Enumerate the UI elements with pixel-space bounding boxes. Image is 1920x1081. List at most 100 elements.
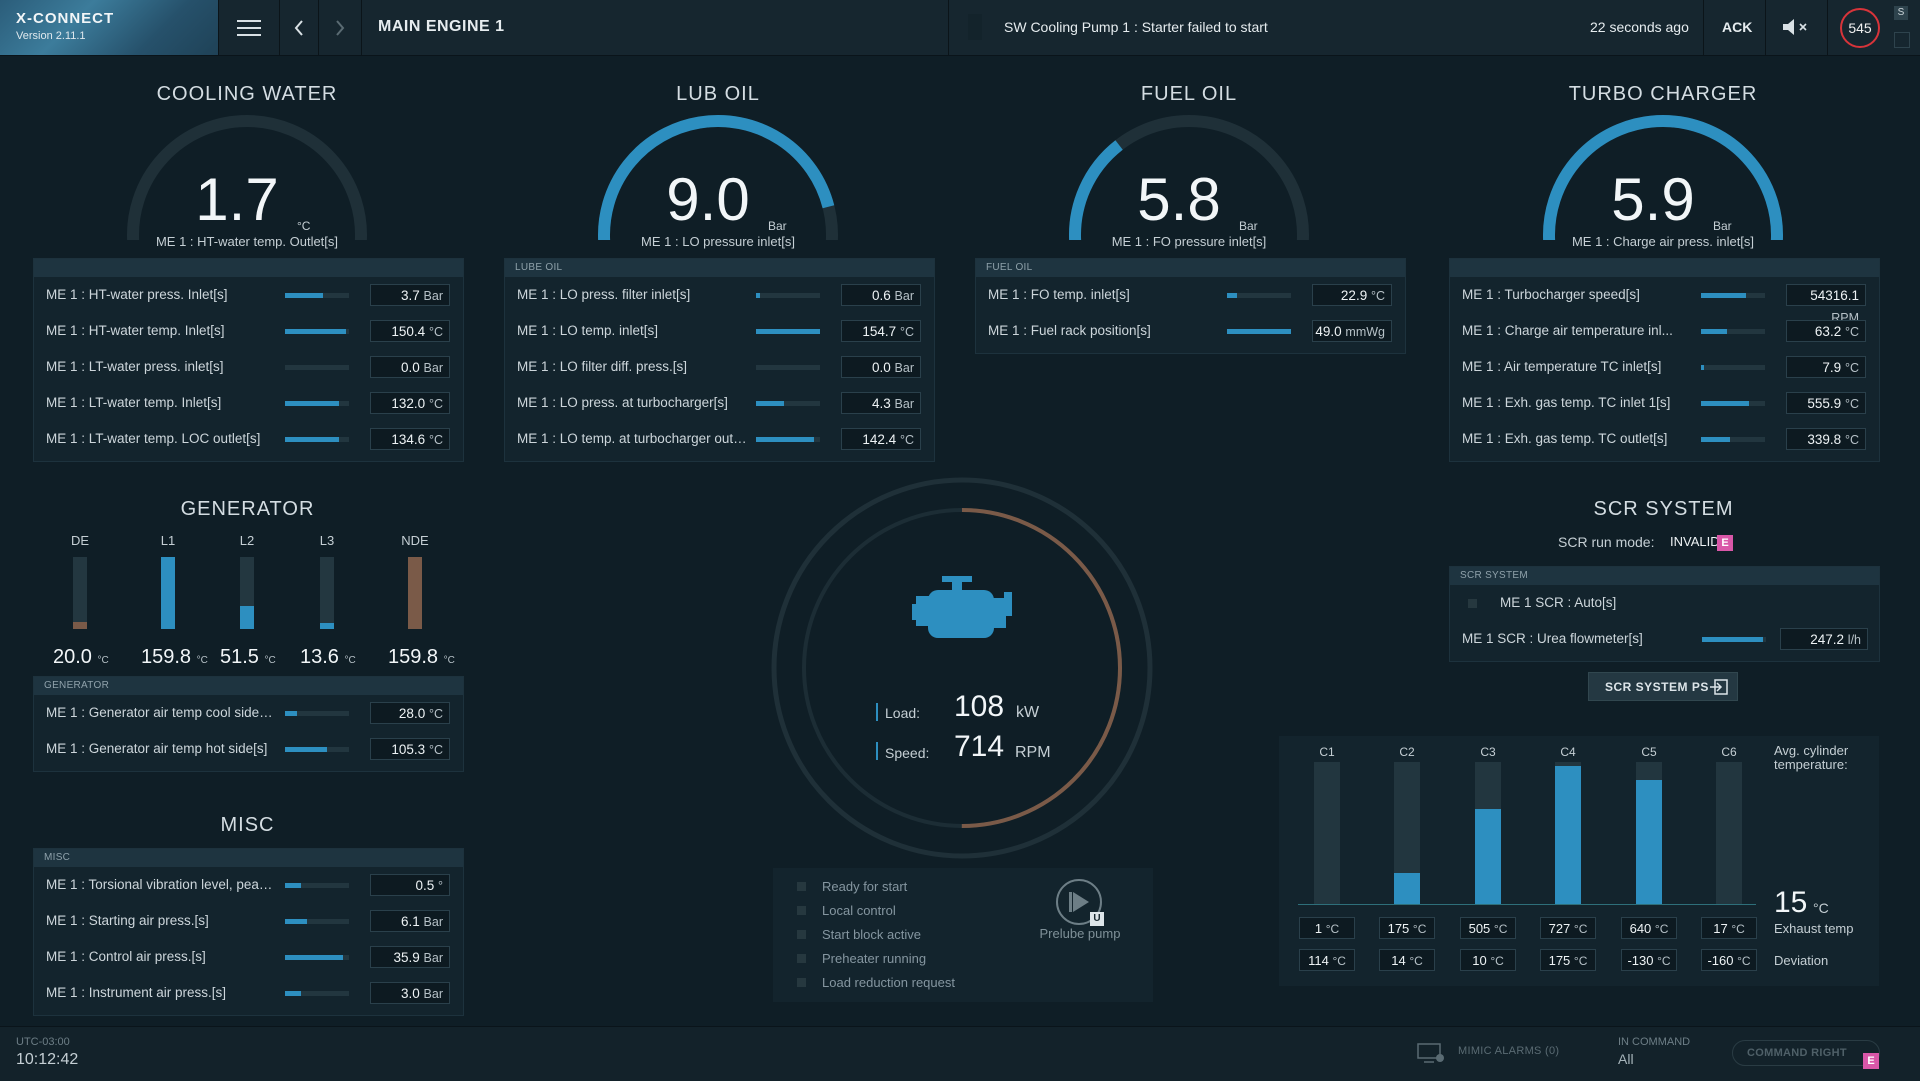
back-button[interactable] [280, 0, 319, 55]
cooling-row[interactable]: ME 1 : HT-water temp. Inlet[s] 150.4 °C [34, 313, 463, 349]
turbo-row[interactable]: ME 1 : Exh. gas temp. TC inlet 1[s] 555.9… [1450, 385, 1879, 421]
lube-row-value: 154.7 °C [841, 320, 921, 342]
cylinder-number: 10 [1472, 953, 1487, 968]
status-item-label: Preheater running [822, 951, 927, 966]
fuel-row-bar-fill [1227, 329, 1291, 334]
mute-button[interactable] [1780, 16, 1814, 43]
scr-mode-label: SCR run mode: [1558, 534, 1655, 550]
misc-row-bar [285, 883, 349, 888]
lube-row[interactable]: ME 1 : LO press. filter inlet[s] 0.6 Bar [505, 277, 934, 313]
fuel-row-value: 49.0 mmWg [1312, 320, 1392, 342]
fuel-row-label: ME 1 : FO temp. inlet[s] [988, 287, 1130, 302]
cooling-row[interactable]: ME 1 : LT-water press. inlet[s] 0.0 Bar [34, 349, 463, 385]
ack-button[interactable]: ACK [1722, 19, 1753, 35]
turbo-row-bar-fill [1701, 401, 1749, 406]
turbo-row[interactable]: ME 1 : Charge air temperature inl... 63.2… [1450, 313, 1879, 349]
misc-row-label: ME 1 : Starting air press.[s] [46, 913, 209, 928]
cylinder-number: 175 [1548, 953, 1571, 968]
generator-bar-value: 159.8 °C [388, 646, 455, 669]
monitor-icon [1417, 1043, 1444, 1063]
cooling-row-value: 134.6 °C [370, 428, 450, 450]
cooling-row-label: ME 1 : LT-water temp. Inlet[s] [46, 395, 222, 410]
avg-cylinder-unit: °C [1813, 900, 1829, 916]
lube-row-number: 0.6 [872, 288, 891, 303]
misc-row-value: 35.9 Bar [370, 946, 450, 968]
scr-flow-bar-fill [1702, 637, 1763, 642]
cylinder-number: 14 [1391, 953, 1406, 968]
forward-button[interactable] [319, 0, 362, 55]
generator-bar-unit: °C [264, 655, 276, 666]
mimic-alarms-label[interactable]: MIMIC ALARMS (0) [1458, 1045, 1560, 1057]
app-logo: X-CONNECT Version 2.11.1 [0, 0, 219, 55]
generator-title: GENERATOR [180, 498, 315, 520]
cylinder-number: 727 [1548, 921, 1571, 936]
cooling-row-unit: °C [428, 325, 443, 339]
cooling-row-number: 0.0 [401, 360, 420, 375]
menu-button[interactable] [219, 0, 280, 55]
misc-row-unit: ° [438, 879, 443, 893]
mimic-alarms-button[interactable] [1416, 1042, 1446, 1069]
cooling-row-label: ME 1 : HT-water temp. Inlet[s] [46, 323, 225, 338]
generator-row-bar [285, 747, 349, 752]
generator-bar-number: 13.6 [300, 646, 339, 668]
misc-row[interactable]: ME 1 : Control air press.[s] 35.9 Bar [34, 939, 463, 975]
cylinder-label: C4 [1560, 745, 1576, 759]
lube-row-unit: °C [899, 325, 914, 339]
generator-bar-value: 159.8 °C [141, 646, 208, 669]
side-indicator: S [1894, 6, 1908, 20]
alarm-bar[interactable] [948, 0, 1767, 55]
cylinder-unit: °C [1332, 954, 1346, 968]
lube-row[interactable]: ME 1 : LO temp. inlet[s] 154.7 °C [505, 313, 934, 349]
footer-bar [0, 1026, 1920, 1081]
prelube-pump-button[interactable] [1055, 878, 1105, 933]
turbo-row[interactable]: ME 1 : Exh. gas temp. TC outlet[s] 339.8 … [1450, 421, 1879, 457]
generator-panel-header: GENERATOR [34, 677, 463, 695]
generator-row[interactable]: ME 1 : Generator air temp hot side[s] 105… [34, 731, 463, 767]
generator-row[interactable]: ME 1 : Generator air temp cool side, ...… [34, 695, 463, 731]
generator-row-label: ME 1 : Generator air temp cool side, ... [46, 705, 276, 720]
cooling-row[interactable]: ME 1 : HT-water press. Inlet[s] 3.7 Bar [34, 277, 463, 313]
lube-row-unit: °C [899, 433, 914, 447]
scr-system-ps-button[interactable]: SCR SYSTEM PS [1588, 672, 1738, 701]
alarm-message[interactable]: SW Cooling Pump 1 : Starter failed to st… [1004, 19, 1268, 35]
cylinder-exhaust-temp: 727 °C [1540, 917, 1596, 939]
misc-row[interactable]: ME 1 : Starting air press.[s] 6.1 Bar [34, 903, 463, 939]
cooling-row-bar-fill [285, 329, 346, 334]
lube-row[interactable]: ME 1 : LO press. at turbocharger[s] 4.3 B… [505, 385, 934, 421]
cooling-water-panel: ME 1 : HT-water press. Inlet[s] 3.7 Bar ME… [33, 258, 464, 462]
cooling-row-value: 3.7 Bar [370, 284, 450, 306]
fuel-row-label: ME 1 : Fuel rack position[s] [988, 323, 1151, 338]
turbo-row-value: 54316.1 RPM [1786, 284, 1866, 325]
fuel-row[interactable]: ME 1 : FO temp. inlet[s] 22.9 °C [976, 277, 1405, 313]
alarm-count-badge[interactable]: 545 [1840, 8, 1880, 48]
turbo-row-bar [1701, 401, 1765, 406]
turbo-row[interactable]: ME 1 : Air temperature TC inlet[s] 7.9 °C [1450, 349, 1879, 385]
misc-row-label: ME 1 : Instrument air press.[s] [46, 985, 227, 1000]
misc-row-label: ME 1 : Torsional vibration level, peak..… [46, 877, 276, 892]
lub-oil-gauge-fill [598, 115, 835, 240]
scr-auto-row: ME 1 SCR : Auto[s] [1450, 585, 1879, 621]
cooling-row-number: 3.7 [401, 288, 420, 303]
scr-auto-label: ME 1 SCR : Auto[s] [1500, 595, 1617, 610]
status-item: Local control [797, 903, 896, 918]
cylinder-unit: °C [1325, 922, 1340, 936]
cooling-row-bar-fill [285, 293, 324, 298]
misc-row[interactable]: ME 1 : Instrument air press.[s] 3.0 Bar [34, 975, 463, 1011]
lube-row-label: ME 1 : LO filter diff. press.[s] [517, 359, 688, 374]
scr-title: SCR SYSTEM [1593, 498, 1734, 520]
lube-row[interactable]: ME 1 : LO temp. at turbocharger outl... 1… [505, 421, 934, 457]
lube-oil-panel: LUBE OIL ME 1 : LO press. filter inlet[s… [504, 258, 935, 462]
generator-bar-fill [73, 621, 87, 629]
cooling-row-label: ME 1 : LT-water temp. LOC outlet[s] [46, 431, 261, 446]
misc-row[interactable]: ME 1 : Torsional vibration level, peak..… [34, 867, 463, 903]
cylinder-exhaust-temp: 1 °C [1299, 917, 1355, 939]
turbo-row[interactable]: ME 1 : Turbocharger speed[s] 54316.1 RPM [1450, 277, 1879, 325]
command-right-button[interactable]: COMMAND RIGHT [1732, 1040, 1880, 1066]
lube-row[interactable]: ME 1 : LO filter diff. press.[s] 0.0 Bar [505, 349, 934, 385]
fuel-row[interactable]: ME 1 : Fuel rack position[s] 49.0 mmWg [976, 313, 1405, 349]
cooling-row-value: 132.0 °C [370, 392, 450, 414]
cooling-row[interactable]: ME 1 : LT-water temp. Inlet[s] 132.0 °C [34, 385, 463, 421]
status-item-label: Ready for start [822, 879, 908, 894]
turbo-row-label: ME 1 : Exh. gas temp. TC outlet[s] [1462, 431, 1668, 446]
cooling-row[interactable]: ME 1 : LT-water temp. LOC outlet[s] 134.6… [34, 421, 463, 457]
